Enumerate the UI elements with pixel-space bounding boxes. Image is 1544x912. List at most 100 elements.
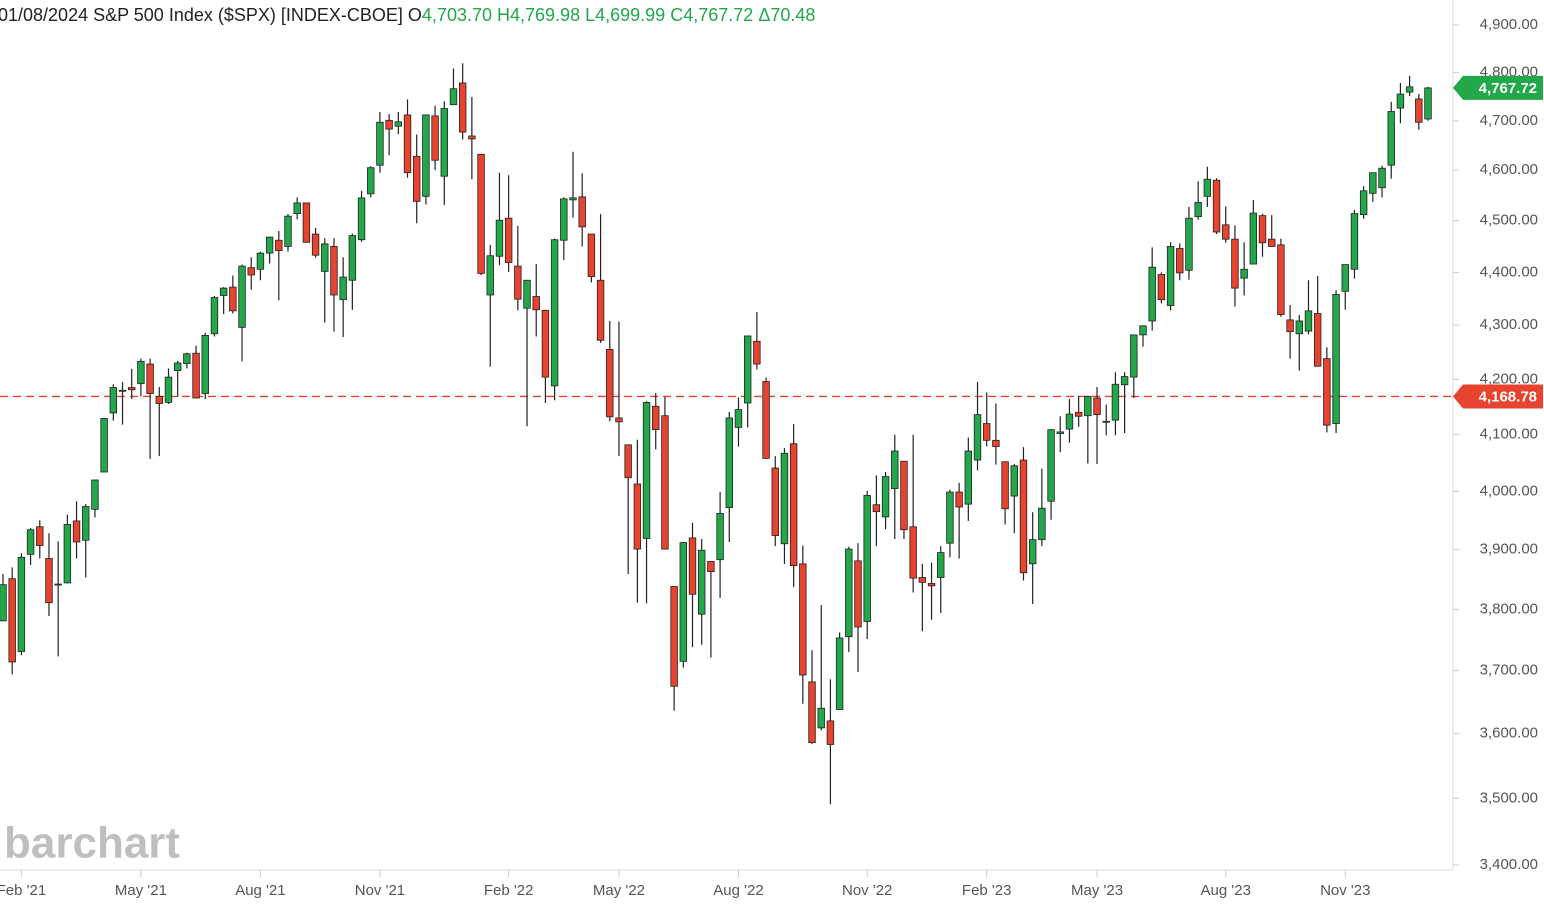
candle-body	[900, 460, 908, 531]
candle-body	[523, 279, 531, 309]
candle-body	[118, 389, 127, 392]
candle-body	[1359, 190, 1368, 216]
candle-body	[247, 267, 255, 276]
candle-body	[458, 82, 467, 133]
candle-body	[26, 529, 35, 555]
candle-body	[109, 387, 118, 414]
candle-body	[1176, 248, 1184, 274]
candle-body	[1240, 268, 1248, 279]
candle-body	[367, 167, 375, 195]
y-tick-label: 4,500.00	[1480, 212, 1538, 229]
candle-body	[256, 252, 265, 270]
candle-body	[955, 491, 963, 508]
candle-body	[1277, 244, 1285, 315]
candle-body	[587, 233, 596, 277]
candle-body	[1268, 238, 1276, 247]
candle-body	[1369, 172, 1377, 194]
candle-body	[17, 556, 26, 652]
candle-body	[1028, 539, 1037, 565]
candle-body	[1010, 465, 1018, 497]
candle-body	[468, 135, 476, 140]
candle-body	[1396, 93, 1405, 109]
x-tick-label: May '22	[593, 882, 645, 899]
candle-body	[946, 491, 954, 544]
price-badge-label: 4,168.78	[1479, 388, 1537, 405]
y-tick-label: 4,000.00	[1480, 482, 1538, 499]
candle-body	[1332, 294, 1340, 424]
candle-body	[1194, 202, 1202, 218]
header-key: Δ	[758, 5, 770, 25]
candle-body	[973, 414, 982, 461]
candle-body	[36, 526, 44, 546]
candle-body	[192, 352, 200, 399]
candle-body	[624, 444, 632, 479]
candle-body	[1405, 86, 1414, 93]
candle-body	[789, 443, 798, 567]
candle-body	[72, 520, 81, 543]
candle-body	[1378, 167, 1386, 189]
candle-body	[1424, 87, 1432, 120]
candle-body	[679, 542, 688, 662]
x-tick-label: Feb '23	[962, 882, 1012, 899]
candle-body	[688, 537, 697, 595]
candle-body	[321, 243, 329, 272]
candle-body	[1120, 376, 1129, 386]
candle-body	[339, 276, 347, 301]
candle-body	[725, 417, 733, 509]
candle-body	[670, 586, 678, 687]
candle-body	[771, 467, 779, 536]
price-badge	[1453, 384, 1543, 409]
y-tick-label: 4,100.00	[1480, 426, 1538, 443]
candle-body	[1212, 179, 1221, 233]
candle-body	[642, 402, 651, 539]
candle-body	[1222, 224, 1230, 240]
x-tick-label: Nov '23	[1320, 882, 1370, 899]
candle-body	[504, 217, 513, 263]
y-tick-label: 3,700.00	[1480, 662, 1538, 679]
candle-body	[863, 495, 871, 622]
candle-body	[743, 335, 752, 404]
candle-body	[183, 353, 191, 364]
candle-body	[780, 452, 789, 545]
candle-body	[1166, 246, 1175, 306]
candle-body	[799, 563, 807, 676]
y-tick-label: 3,600.00	[1480, 725, 1538, 742]
candle-body	[403, 114, 412, 174]
candle-body	[1047, 429, 1055, 502]
candle-body	[1341, 264, 1349, 292]
candle-body	[1415, 98, 1423, 123]
header-value: 4,703.70	[422, 5, 492, 25]
candle-body	[1093, 397, 1101, 416]
candle-body	[495, 219, 504, 257]
candle-body	[606, 349, 614, 418]
candle-body	[1231, 238, 1239, 289]
candle-body	[734, 409, 743, 428]
candle-body	[54, 583, 62, 586]
candle-body	[550, 239, 559, 387]
candle-body	[1019, 459, 1028, 574]
candle-body	[449, 88, 458, 106]
candle-body	[1111, 383, 1120, 421]
candle-body	[477, 153, 485, 274]
y-tick-label: 4,400.00	[1480, 263, 1538, 280]
candle-body	[1323, 358, 1331, 426]
candle-body	[541, 309, 550, 378]
candle-body	[992, 439, 1000, 447]
candle-body	[633, 483, 642, 550]
candle-body	[422, 114, 430, 197]
watermark: barchart	[4, 819, 180, 868]
x-tick-label: Nov '21	[355, 882, 405, 899]
candle-body	[1056, 431, 1064, 434]
candle-body	[1102, 420, 1110, 423]
header-key: O	[408, 5, 422, 25]
candle-body	[615, 417, 623, 423]
candle-body	[311, 233, 320, 256]
candle-body	[357, 197, 366, 241]
price-badge	[1453, 75, 1543, 100]
y-tick-label: 4,700.00	[1480, 112, 1538, 129]
candle-body	[486, 255, 494, 296]
candle-body	[431, 115, 439, 161]
header-title: 01/08/2024 S&P 500 Index ($SPX) [INDEX-C…	[0, 5, 403, 25]
